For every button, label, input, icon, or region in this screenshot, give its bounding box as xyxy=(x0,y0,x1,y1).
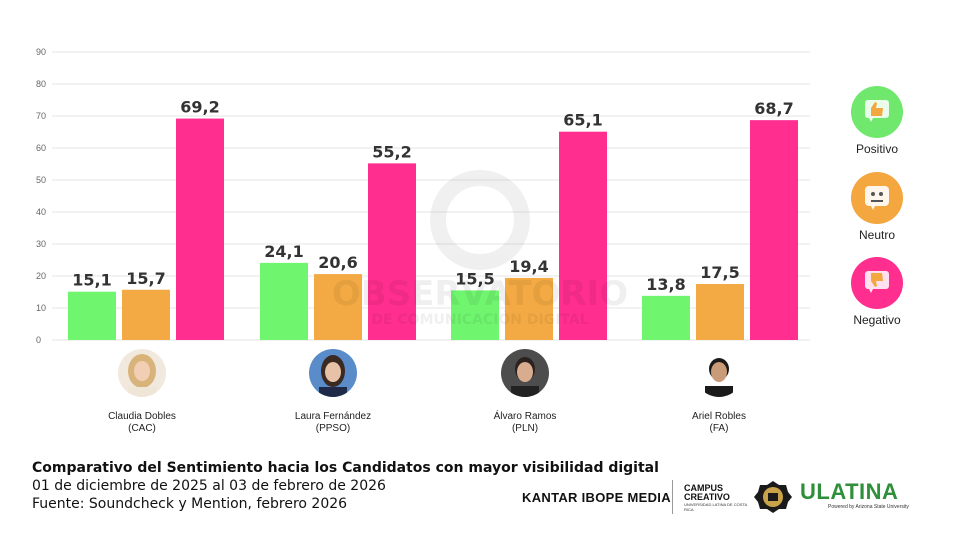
data-label: 15,5 xyxy=(455,269,494,288)
thumbs-up-icon xyxy=(865,100,889,122)
legend-swatch-negativo xyxy=(851,257,903,309)
footer-title: Comparativo del Sentimiento hacia los Ca… xyxy=(32,460,659,476)
data-label: 69,2 xyxy=(180,98,219,117)
data-label: 15,1 xyxy=(72,271,111,290)
badge-logo-icon xyxy=(753,480,793,518)
bar-positivo xyxy=(642,295,690,340)
data-label: 17,5 xyxy=(700,263,739,282)
campus-logo-text: CAMPUS CREATIVO xyxy=(684,483,730,502)
legend-item-negativo: Negativo xyxy=(827,257,927,327)
data-label: 55,2 xyxy=(372,142,411,161)
candidate-label-laura: Laura Fernández (PPSO) xyxy=(263,411,403,435)
data-label: 15,7 xyxy=(126,269,165,288)
data-label: 65,1 xyxy=(563,111,602,130)
data-label: 13,8 xyxy=(646,275,685,294)
y-tick-label: 20 xyxy=(36,271,46,281)
bar-negativo xyxy=(176,118,224,340)
y-tick-label: 0 xyxy=(36,335,41,345)
kantar-logo: KANTAR IBOPE MEDIA xyxy=(522,490,671,505)
y-tick-label: 10 xyxy=(36,303,46,313)
legend-swatch-positivo xyxy=(851,86,903,138)
candidate-name: Ariel Robles xyxy=(692,411,746,422)
bar-positivo xyxy=(68,291,116,340)
y-tick-label: 50 xyxy=(36,175,46,185)
candidate-party: (FA) xyxy=(709,423,729,434)
y-tick-label: 30 xyxy=(36,239,46,249)
campus-creativo-logo: CAMPUS CREATIVO UNIVERSIDAD LATINA DE CO… xyxy=(684,483,748,513)
bar-neutro xyxy=(122,289,170,340)
bar-negativo xyxy=(368,163,416,340)
legend-label: Neutro xyxy=(858,228,896,242)
data-label: 68,7 xyxy=(754,99,793,118)
bar-negativo xyxy=(559,131,607,340)
candidate-party: (PPSO) xyxy=(315,423,351,434)
avatar-claudia-dobles xyxy=(118,349,166,397)
candidate-name: Laura Fernández xyxy=(294,411,372,422)
avatar-laura-fernandez xyxy=(309,349,357,397)
bar-positivo xyxy=(260,262,308,340)
y-tick-label: 60 xyxy=(36,143,46,153)
candidate-name: Álvaro Ramos xyxy=(493,411,557,422)
bar-negativo xyxy=(750,120,798,340)
bar-neutro xyxy=(505,277,553,340)
data-label: 19,4 xyxy=(509,257,548,276)
legend-swatch-neutro xyxy=(851,172,903,224)
candidate-party: (CAC) xyxy=(128,423,156,434)
data-label: 24,1 xyxy=(264,242,303,261)
campus-logo-sub: UNIVERSIDAD LATINA DE COSTA RICA xyxy=(684,502,747,512)
logo-divider xyxy=(672,480,673,514)
ulatina-logo: ULATINA xyxy=(800,479,899,504)
legend-item-neutro: Neutro xyxy=(827,172,927,242)
y-tick-label: 40 xyxy=(36,207,46,217)
data-label: 20,6 xyxy=(318,253,357,272)
footer-source: Fuente: Soundcheck y Mention, febrero 20… xyxy=(32,496,348,512)
y-tick-label: 90 xyxy=(36,47,46,57)
candidate-name: Claudia Dobles xyxy=(108,411,176,422)
sentiment-bar-chart: 0 10 20 30 40 50 60 70 80 90 15,1 15,7 69,2 24,1 20,6 5… xyxy=(36,47,810,345)
bar-neutro xyxy=(314,274,362,340)
ulatina-logo-sub: Powered by Arizona State University xyxy=(828,504,909,510)
thumbs-down-icon xyxy=(865,271,889,293)
y-tick-label: 70 xyxy=(36,111,46,121)
bar-positivo xyxy=(451,290,499,340)
legend-label: Positivo xyxy=(855,142,899,156)
footer-dates: 01 de diciembre de 2025 al 03 de febrero… xyxy=(32,478,386,494)
avatar-ariel-robles xyxy=(695,349,743,397)
candidate-party: (PLN) xyxy=(511,423,539,434)
bar-neutro xyxy=(696,284,744,340)
candidate-label-alvaro: Álvaro Ramos (PLN) xyxy=(455,411,595,435)
candidate-label-ariel: Ariel Robles (FA) xyxy=(649,411,789,435)
legend-item-positivo: Positivo xyxy=(827,86,927,156)
y-tick-label: 80 xyxy=(36,79,46,89)
candidate-label-claudia: Claudia Dobles (CAC) xyxy=(72,411,212,435)
neutral-face-icon xyxy=(865,186,889,210)
avatar-alvaro-ramos xyxy=(501,349,549,397)
legend-label: Negativo xyxy=(853,313,901,327)
